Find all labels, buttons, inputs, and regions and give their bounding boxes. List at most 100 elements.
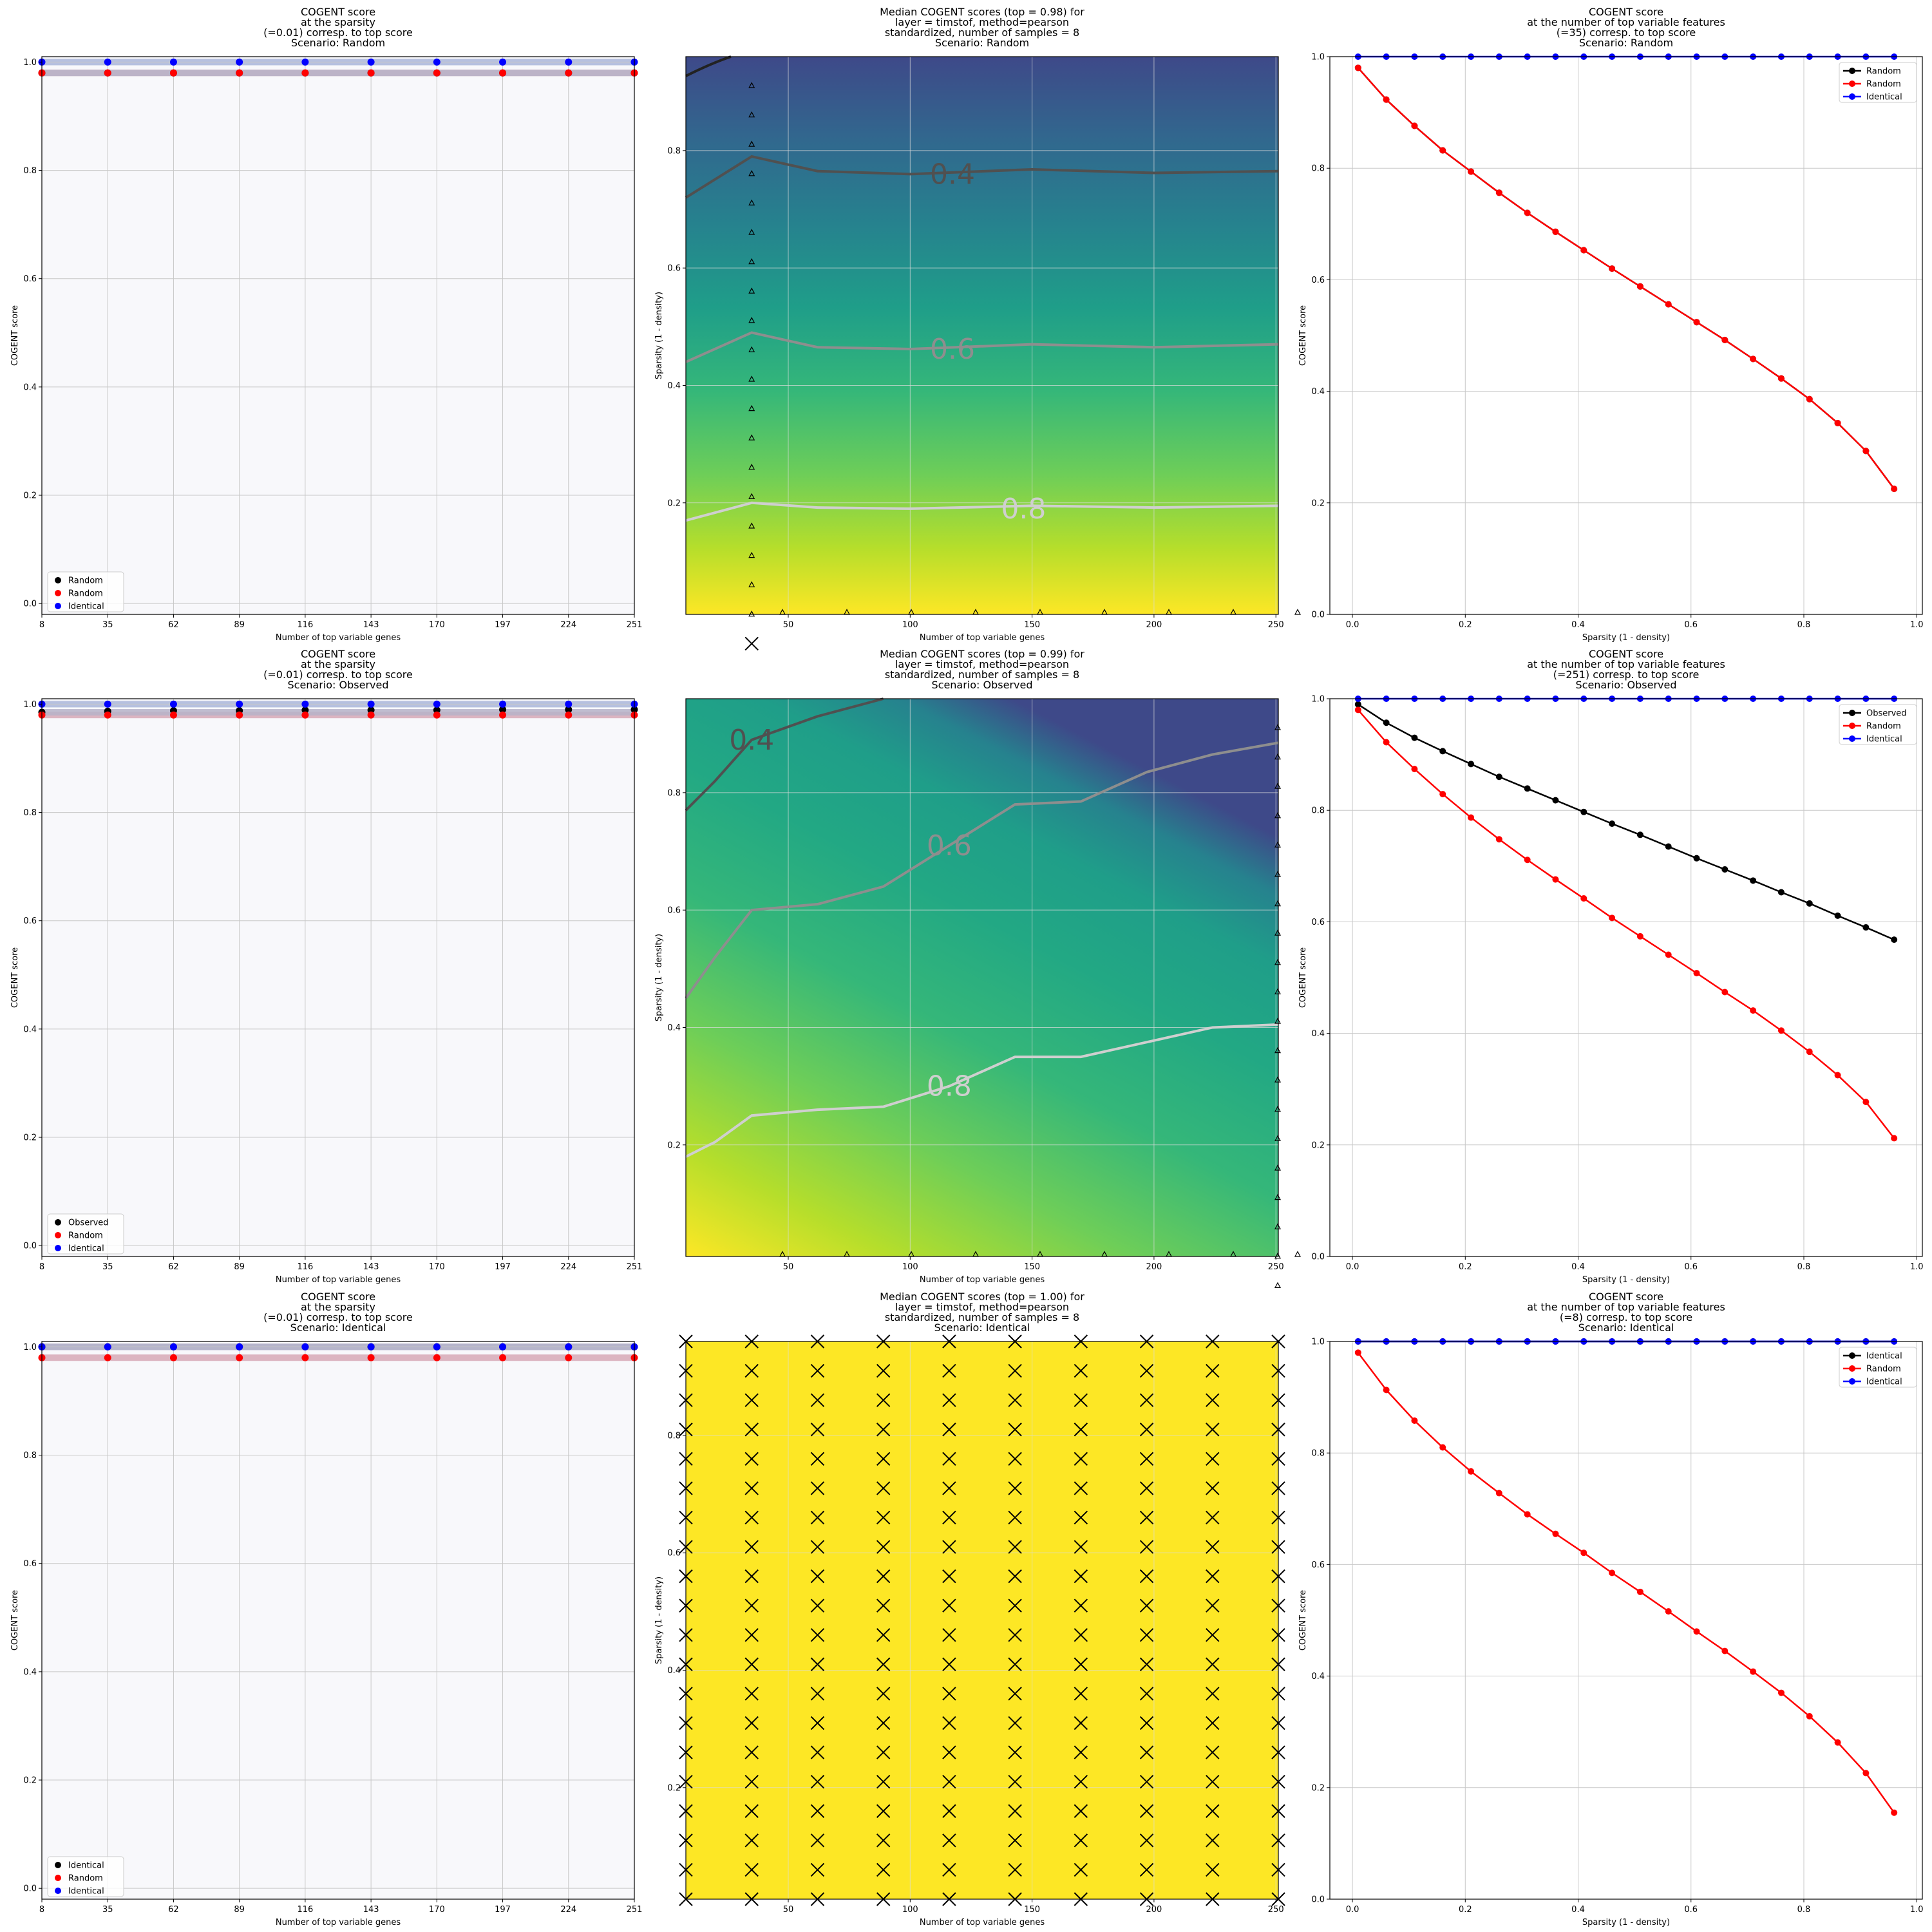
x-axis-label: Number of top variable genes [920, 633, 1045, 643]
point-marker [744, 1598, 759, 1613]
series-point [1665, 951, 1672, 958]
series-point [1636, 831, 1643, 838]
point-marker [1008, 1745, 1022, 1759]
series-point [1524, 209, 1531, 216]
point-marker [810, 1363, 825, 1378]
series-point [169, 1343, 177, 1350]
point-marker [876, 1657, 891, 1672]
x-tick-label: 0.6 [1684, 1905, 1698, 1915]
point-marker [942, 1745, 956, 1759]
point-marker [1274, 1076, 1281, 1083]
point-marker [1008, 1363, 1022, 1378]
point-marker [942, 1481, 956, 1495]
series-point [1580, 247, 1587, 254]
point-marker [1274, 1223, 1281, 1229]
point-marker [810, 1774, 825, 1789]
contour-line [685, 697, 884, 811]
legend-marker [1849, 93, 1855, 100]
point-marker [942, 1393, 956, 1407]
x-tick-label: 200 [1146, 1905, 1162, 1915]
legend-label: Identical [1866, 93, 1902, 102]
series-point [433, 58, 440, 66]
plot-frame [1329, 56, 1923, 615]
series-point [1383, 1387, 1390, 1394]
legend-marker [55, 1245, 61, 1251]
point-marker [1139, 1804, 1154, 1818]
series-point [301, 69, 309, 77]
contour-label: 0.6 [927, 829, 972, 862]
chart-panel-8: Median COGENT scores (top = 1.00) forlay… [654, 1291, 1285, 1927]
point-marker [1139, 1481, 1154, 1495]
point-marker [1008, 1452, 1022, 1466]
point-marker [748, 140, 755, 147]
point-marker [1008, 1774, 1022, 1789]
chart-title-line: at the number of top variable features [1527, 1301, 1725, 1313]
plot-area [686, 1341, 1278, 1899]
point-marker [876, 1423, 891, 1437]
point-marker [1274, 724, 1281, 730]
point-marker [1008, 1804, 1022, 1818]
point-marker [1206, 1598, 1220, 1613]
chart-title-line: (=8) corresp. to top score [1560, 1311, 1692, 1323]
series-point [433, 706, 440, 714]
series-point [433, 1354, 440, 1361]
point-marker [1074, 1774, 1088, 1789]
series-point [1750, 1668, 1757, 1675]
x-tick-label: 250 [1268, 620, 1284, 630]
series-point [1439, 791, 1446, 798]
x-tick-label: 0.6 [1684, 1262, 1698, 1272]
y-tick-label: 0.6 [667, 1549, 681, 1558]
point-marker [744, 1833, 759, 1848]
x-tick-label: 0.0 [1346, 620, 1359, 630]
series-point [1750, 877, 1757, 884]
point-marker [1074, 1687, 1088, 1701]
point-marker [876, 1569, 891, 1584]
legend-label: Identical [1866, 735, 1902, 744]
point-marker [942, 1598, 956, 1613]
point-marker [1008, 1393, 1022, 1407]
chart-panel-5: Median COGENT scores (top = 0.99) forlay… [654, 648, 1301, 1288]
legend-marker [1849, 68, 1855, 74]
point-marker [1139, 1598, 1154, 1613]
x-tick-label: 35 [102, 1905, 113, 1915]
point-marker [810, 1804, 825, 1818]
point-marker [744, 1481, 759, 1495]
point-marker [1206, 1833, 1220, 1848]
y-tick-label: 0.8 [23, 1451, 37, 1461]
series-line [1357, 67, 1895, 489]
x-tick-label: 0.4 [1571, 1262, 1585, 1272]
x-tick-label: 0.2 [1459, 1262, 1472, 1272]
series-point [1411, 734, 1418, 741]
x-tick-label: 116 [297, 620, 313, 630]
y-tick-label: 1.0 [1311, 1338, 1325, 1347]
y-tick-label: 1.0 [23, 700, 37, 710]
x-tick-label: 0.4 [1571, 1905, 1585, 1915]
contour-line [685, 1023, 1279, 1158]
series-point [1439, 748, 1446, 755]
point-marker [748, 464, 755, 470]
series-point [1693, 1628, 1700, 1635]
series-point [169, 711, 177, 719]
chart-title-line: layer = timstof, method=pearson [895, 16, 1069, 28]
legend-marker [55, 603, 61, 609]
y-axis-label: COGENT score [10, 305, 20, 366]
series-point [499, 1354, 507, 1361]
y-tick-label: 0.2 [667, 498, 681, 508]
point-marker [744, 1774, 759, 1789]
series-point [104, 69, 111, 77]
point-marker [876, 1598, 891, 1613]
contour-line [685, 741, 1279, 999]
series-point [1834, 1739, 1841, 1746]
series-point [1354, 64, 1361, 71]
series-point [1777, 889, 1785, 896]
series-point [1609, 914, 1616, 922]
y-tick-label: 0.6 [23, 274, 37, 284]
series-point [301, 706, 309, 714]
series-point [1580, 1549, 1587, 1557]
point-marker [1206, 1628, 1220, 1642]
point-marker [1008, 1598, 1022, 1613]
point-marker [1074, 1628, 1088, 1642]
legend-marker [1849, 735, 1855, 742]
series-point [1580, 808, 1587, 815]
x-tick-label: 251 [627, 620, 643, 630]
